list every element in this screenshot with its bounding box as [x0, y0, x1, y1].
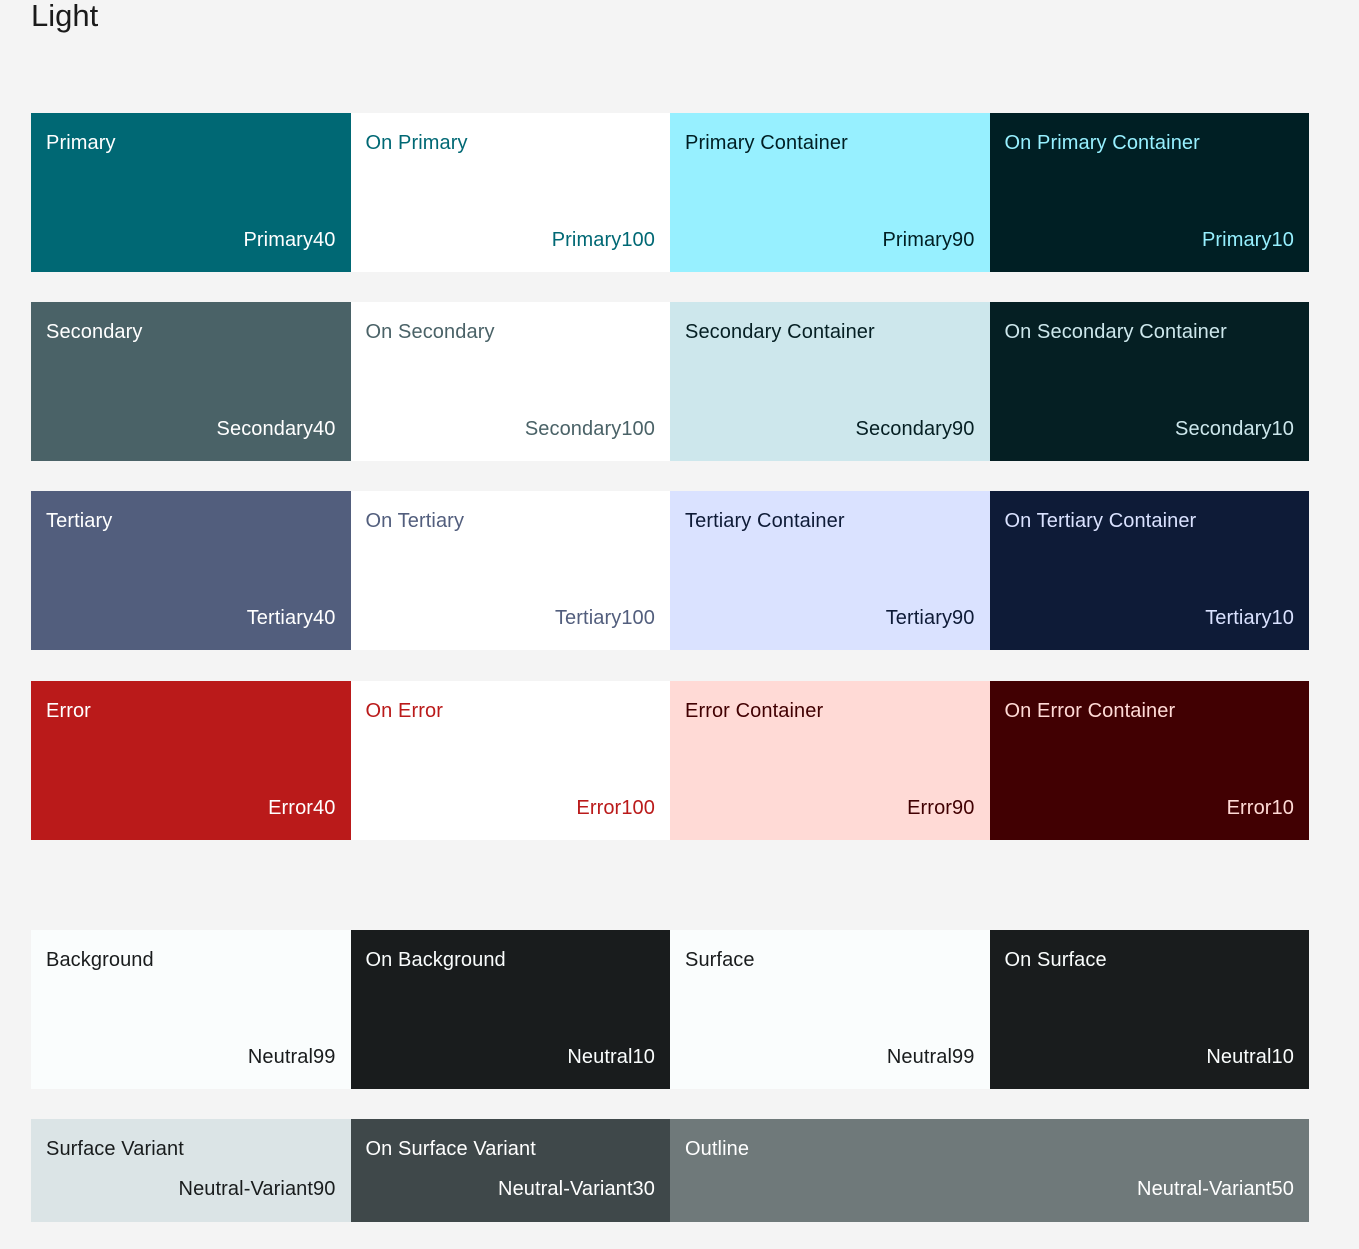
swatch-tone: Error90: [907, 797, 975, 819]
swatch-tone: Primary100: [551, 229, 655, 251]
swatch-tone: Neutral99: [886, 1046, 975, 1068]
swatch-name: Tertiary: [46, 510, 113, 532]
swatch-tone: Tertiary90: [885, 607, 975, 629]
swatch-on-surface-variant[interactable]: On Surface Variant Neutral-Variant30: [350, 1119, 670, 1222]
swatch-tone: Neutral99: [247, 1046, 336, 1068]
swatch-name: On Error: [365, 700, 443, 722]
swatch-name: On Primary: [365, 132, 468, 154]
swatch-tone: Primary40: [243, 229, 336, 251]
swatch-name: On Primary Container: [1004, 132, 1200, 154]
swatch-name: On Background: [365, 949, 506, 971]
swatch-name: Surface Variant: [46, 1138, 184, 1160]
swatch-name: Secondary Container: [685, 321, 875, 343]
swatch-tone: Secondary40: [216, 418, 336, 440]
swatch-on-tertiary-container[interactable]: On Tertiary Container Tertiary10: [989, 491, 1309, 650]
swatch-name: Secondary: [46, 321, 143, 343]
swatch-tone: Error100: [576, 797, 655, 819]
page-title: Light: [31, 0, 99, 33]
swatch-tone: Secondary90: [855, 418, 975, 440]
swatch-name: On Tertiary: [365, 510, 465, 532]
swatch-tone: Tertiary10: [1205, 607, 1294, 629]
swatch-name: On Surface Variant: [365, 1138, 536, 1160]
neutral-row: Background Neutral99 On Background Neutral…: [31, 930, 1309, 1089]
swatch-tone: Primary90: [882, 229, 975, 251]
swatch-tone: Tertiary100: [554, 607, 655, 629]
swatch-name: Tertiary Container: [685, 510, 845, 532]
secondary-row: Secondary Secondary40 On Secondary Seconda…: [31, 302, 1309, 461]
swatch-background[interactable]: Background Neutral99: [31, 930, 351, 1089]
swatch-error[interactable]: Error Error40: [31, 681, 351, 840]
swatch-on-surface[interactable]: On Surface Neutral10: [989, 930, 1309, 1089]
swatch-on-secondary[interactable]: On Secondary Secondary100: [350, 302, 670, 461]
swatch-surface[interactable]: Surface Neutral99: [670, 930, 990, 1089]
swatch-name: Outline: [685, 1138, 750, 1160]
tertiary-row: Tertiary Tertiary40 On Tertiary Tertiary10…: [31, 491, 1309, 650]
variant-row: Surface Variant Neutral-Variant90 On Surf…: [31, 1119, 1309, 1222]
swatch-name: On Secondary: [365, 321, 495, 343]
swatch-error-container[interactable]: Error Container Error90: [670, 681, 990, 840]
swatch-on-primary-container[interactable]: On Primary Container Primary10: [989, 113, 1309, 272]
swatch-on-primary[interactable]: On Primary Primary100: [350, 113, 670, 272]
swatch-primary[interactable]: Primary Primary40: [31, 113, 351, 272]
swatch-on-tertiary[interactable]: On Tertiary Tertiary100: [350, 491, 670, 650]
swatch-tone: Primary10: [1201, 229, 1294, 251]
swatch-name: Error Container: [685, 700, 824, 722]
error-row: Error Error40 On Error Error100 Error Cont…: [31, 681, 1309, 840]
swatch-name: Error: [46, 700, 91, 722]
swatch-name: On Error Container: [1004, 700, 1176, 722]
swatch-secondary[interactable]: Secondary Secondary40: [31, 302, 351, 461]
swatch-tone: Neutral-Variant90: [178, 1178, 336, 1200]
swatch-tertiary[interactable]: Tertiary Tertiary40: [31, 491, 351, 650]
swatch-tone: Error10: [1226, 797, 1294, 819]
swatch-name: On Secondary Container: [1004, 321, 1227, 343]
swatch-on-error[interactable]: On Error Error100: [350, 681, 670, 840]
swatch-name: On Tertiary Container: [1004, 510, 1197, 532]
swatch-tone: Neutral-Variant50: [1137, 1178, 1294, 1200]
swatch-tone: Secondary100: [524, 418, 655, 440]
swatch-tone: Neutral-Variant30: [498, 1178, 655, 1200]
swatch-name: Primary: [46, 132, 116, 154]
swatch-tertiary-container[interactable]: Tertiary Container Tertiary90: [670, 491, 990, 650]
primary-row: Primary Primary40 On Primary Primary100 Pr…: [31, 113, 1309, 272]
swatch-tone: Error40: [268, 797, 336, 819]
swatch-tone: Neutral10: [567, 1046, 655, 1068]
swatch-name: Surface: [685, 949, 755, 971]
swatch-name: Primary Container: [685, 132, 848, 154]
swatch-name: On Surface: [1004, 949, 1107, 971]
swatch-on-secondary-container[interactable]: On Secondary Container Secondary10: [989, 302, 1309, 461]
swatch-tone: Neutral10: [1206, 1046, 1294, 1068]
swatch-tone: Secondary10: [1175, 418, 1294, 440]
swatch-primary-container[interactable]: Primary Container Primary90: [670, 113, 990, 272]
swatch-on-background[interactable]: On Background Neutral10: [350, 930, 670, 1089]
swatch-on-error-container[interactable]: On Error Container Error10: [989, 681, 1309, 840]
swatch-outline[interactable]: Outline Neutral-Variant50: [670, 1119, 1309, 1222]
swatch-tone: Tertiary40: [246, 607, 336, 629]
swatch-name: Background: [46, 949, 154, 971]
swatch-secondary-container[interactable]: Secondary Container Secondary90: [670, 302, 990, 461]
swatch-surface-variant[interactable]: Surface Variant Neutral-Variant90: [31, 1119, 351, 1222]
